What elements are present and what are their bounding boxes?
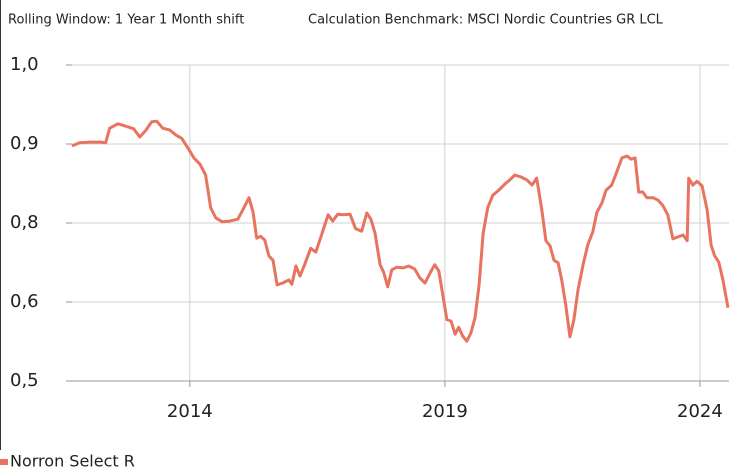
y-tick-label: 1,0 [10, 54, 39, 75]
data-line [71, 119, 730, 343]
x-tick-label: 2014 [167, 401, 213, 422]
y-tick-label: 0,5 [10, 370, 39, 391]
subtitle: Rolling Window: 1 Year 1 Month shift [8, 13, 244, 28]
legend-swatch [0, 459, 8, 465]
x-tick-label: 2019 [422, 401, 468, 422]
annotation: Calculation Benchmark: MSCI Nordic Count… [308, 13, 664, 28]
legend-label: Norron Select R [10, 452, 135, 471]
y-tick-label: 0,6 [10, 291, 39, 312]
y-tick-label: 0,9 [10, 133, 39, 154]
x-tick-label: 2024 [677, 401, 723, 422]
y-tick-label: 0,8 [10, 212, 39, 233]
